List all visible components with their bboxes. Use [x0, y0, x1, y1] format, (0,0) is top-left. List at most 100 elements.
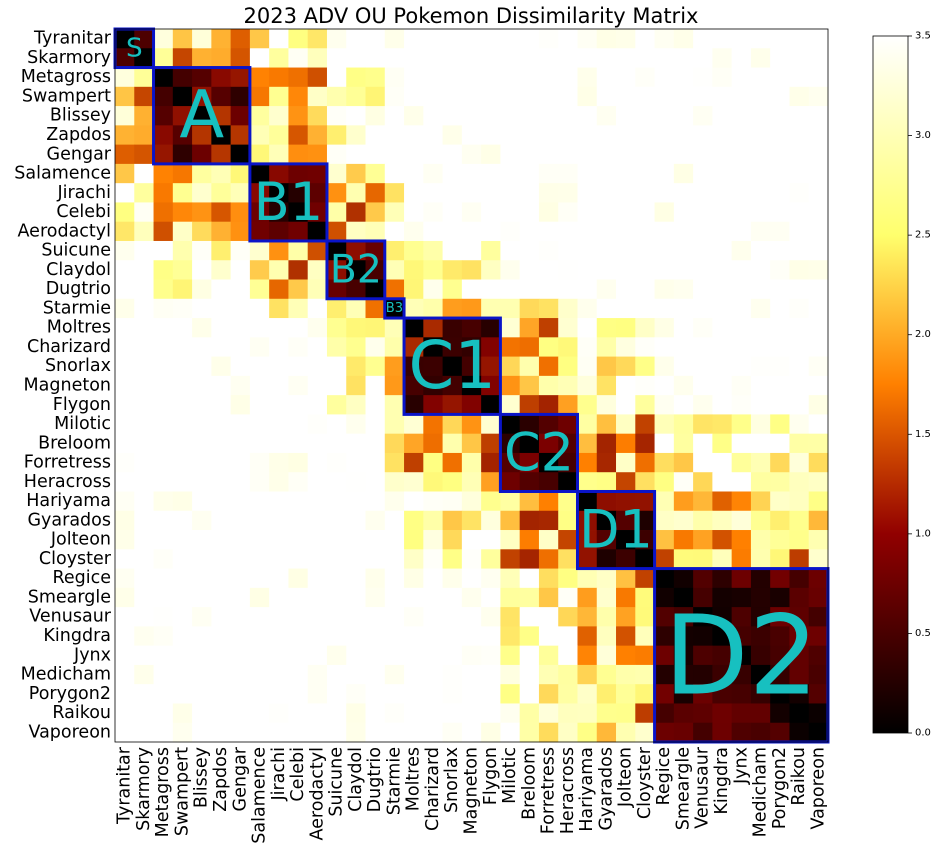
heatmap-cell — [134, 86, 154, 107]
heatmap-cell — [461, 125, 482, 146]
heatmap-cell — [134, 144, 154, 165]
cluster-label: B2 — [330, 247, 382, 292]
heatmap-cell — [577, 356, 598, 377]
heatmap-cell — [384, 144, 405, 165]
heatmap-cell — [115, 684, 135, 704]
heatmap-cell — [230, 221, 251, 242]
heatmap-cell — [481, 183, 501, 203]
heatmap-cell — [288, 722, 309, 743]
heatmap-cell — [423, 183, 443, 203]
heatmap-cell — [635, 29, 655, 49]
x-tick-label: Gyarados — [596, 747, 616, 831]
heatmap-cell — [577, 86, 598, 107]
heatmap-cell — [577, 221, 598, 242]
heatmap-cell — [789, 414, 810, 435]
y-tick-label: Charizard — [27, 337, 111, 357]
heatmap-cell — [481, 260, 501, 280]
heatmap-cell — [654, 240, 675, 261]
heatmap-cell — [384, 510, 405, 531]
heatmap-cell — [789, 356, 810, 377]
heatmap-cell — [269, 626, 289, 647]
heatmap-cell — [365, 318, 386, 338]
heatmap-cell — [211, 29, 232, 49]
heatmap-cell — [519, 703, 540, 724]
heatmap-cell — [770, 125, 790, 146]
heatmap-cell — [153, 607, 174, 627]
heatmap-cell — [731, 414, 752, 435]
heatmap-cell — [712, 472, 733, 492]
heatmap-cell — [307, 549, 328, 569]
heatmap-cell — [172, 163, 193, 184]
heatmap-cell — [500, 722, 521, 743]
heatmap-cell — [596, 125, 617, 146]
heatmap-cell — [673, 240, 694, 261]
heatmap-cell — [192, 279, 212, 300]
heatmap-cell — [750, 395, 771, 415]
heatmap-cell — [519, 549, 540, 569]
heatmap-cell — [538, 86, 559, 107]
colorbar-tick-label: 2.0 — [915, 329, 931, 340]
heatmap-cell — [731, 356, 752, 377]
heatmap-cell — [616, 67, 636, 88]
heatmap-cell — [230, 395, 251, 415]
heatmap-cell — [693, 48, 713, 68]
heatmap-cell — [288, 645, 309, 666]
heatmap-cell — [500, 549, 521, 569]
colorbar-tick-label: 0.0 — [915, 728, 931, 739]
heatmap-cell — [654, 722, 675, 743]
heatmap-cell — [192, 645, 212, 666]
heatmap-cell — [519, 375, 540, 396]
heatmap-cell — [808, 240, 829, 261]
heatmap-cell — [249, 29, 270, 49]
heatmap-cell — [307, 375, 328, 396]
heatmap-cell — [423, 144, 443, 165]
heatmap-cell — [115, 626, 135, 647]
heatmap-cell — [365, 298, 386, 319]
heatmap-cell — [519, 279, 540, 300]
heatmap-cell — [673, 722, 694, 743]
heatmap-cell — [693, 530, 713, 550]
heatmap-cell — [269, 703, 289, 724]
heatmap-cell — [365, 183, 386, 203]
heatmap-cell — [538, 568, 559, 589]
heatmap-cell — [693, 510, 713, 531]
heatmap-cell — [538, 67, 559, 88]
y-tick-label: Moltres — [47, 318, 111, 338]
heatmap-cell — [307, 395, 328, 415]
heatmap-cell — [616, 240, 636, 261]
heatmap-cell — [654, 549, 675, 569]
heatmap-cell — [192, 375, 212, 396]
heatmap-cell — [596, 510, 617, 531]
y-tick-label: Blissey — [50, 106, 111, 126]
heatmap-cell — [770, 86, 790, 107]
heatmap-cell — [693, 163, 713, 184]
heatmap-cell — [153, 684, 174, 704]
heatmap-cell — [616, 510, 636, 531]
heatmap-cell — [673, 183, 694, 203]
heatmap-cell — [192, 183, 212, 203]
heatmap-cell — [211, 395, 232, 415]
y-tick-label: Breloom — [38, 433, 111, 453]
heatmap-cell — [461, 240, 482, 261]
heatmap-cell — [423, 414, 443, 435]
heatmap-cell — [404, 722, 424, 743]
heatmap-cell — [789, 29, 810, 49]
heatmap-cell — [153, 337, 174, 357]
heatmap-cell — [249, 664, 270, 685]
heatmap-cell — [326, 279, 347, 300]
heatmap-cell — [192, 452, 212, 473]
heatmap-cell — [230, 684, 251, 704]
heatmap-cell — [731, 144, 752, 165]
heatmap-cell — [153, 163, 174, 184]
heatmap-cell — [326, 664, 347, 685]
heatmap-cell — [596, 664, 617, 685]
heatmap-cell — [596, 337, 617, 357]
heatmap-cell — [211, 491, 232, 512]
heatmap-cell — [153, 375, 174, 396]
heatmap-cell — [326, 607, 347, 627]
heatmap-cell — [673, 703, 694, 724]
heatmap-cell — [192, 125, 212, 146]
heatmap-cell — [808, 587, 829, 608]
x-tick-label: Flygon — [481, 747, 501, 805]
heatmap-cell — [577, 106, 598, 126]
